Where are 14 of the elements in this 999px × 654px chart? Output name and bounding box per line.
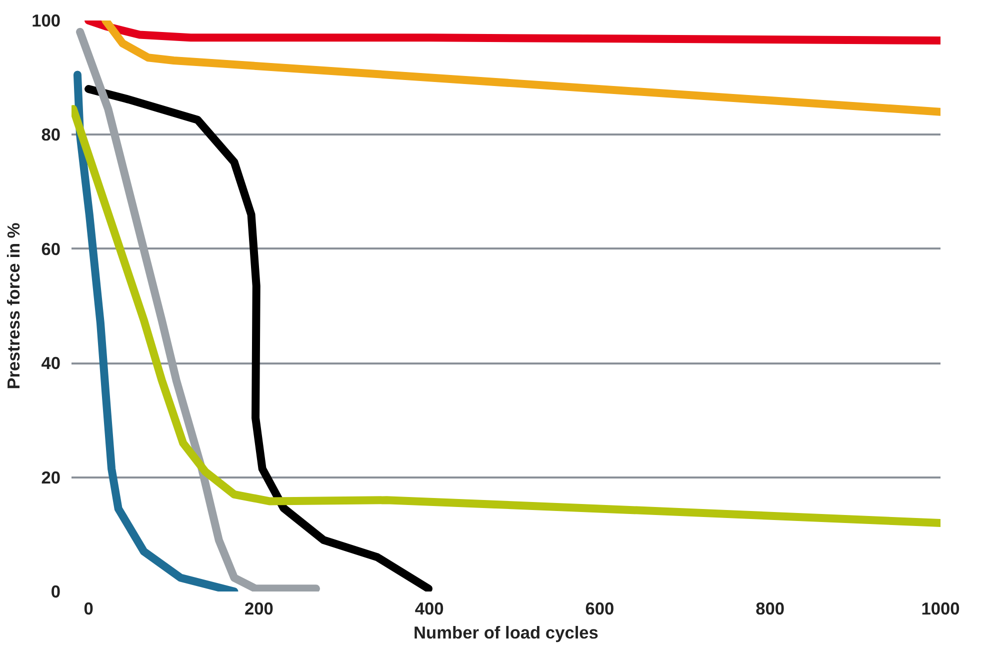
x-tick-label: 600 [585,598,614,618]
y-tick-label: 40 [41,353,61,374]
x-tick-label: 1000 [921,598,960,618]
x-axis-title: Number of load cycles [414,622,598,642]
y-tick-label: 80 [41,124,61,145]
y-tick-label: 100 [32,10,61,30]
y-tick-label: 0 [50,582,61,602]
x-tick-label: 400 [414,598,444,618]
x-tick-label: 800 [756,598,785,618]
y-tick-label: 20 [41,467,61,488]
y-axis-title: Prestress force in % [4,222,24,390]
x-tick-label: 0 [84,598,94,618]
y-tick-label: 60 [41,238,61,259]
x-tick-label: 200 [244,598,274,618]
